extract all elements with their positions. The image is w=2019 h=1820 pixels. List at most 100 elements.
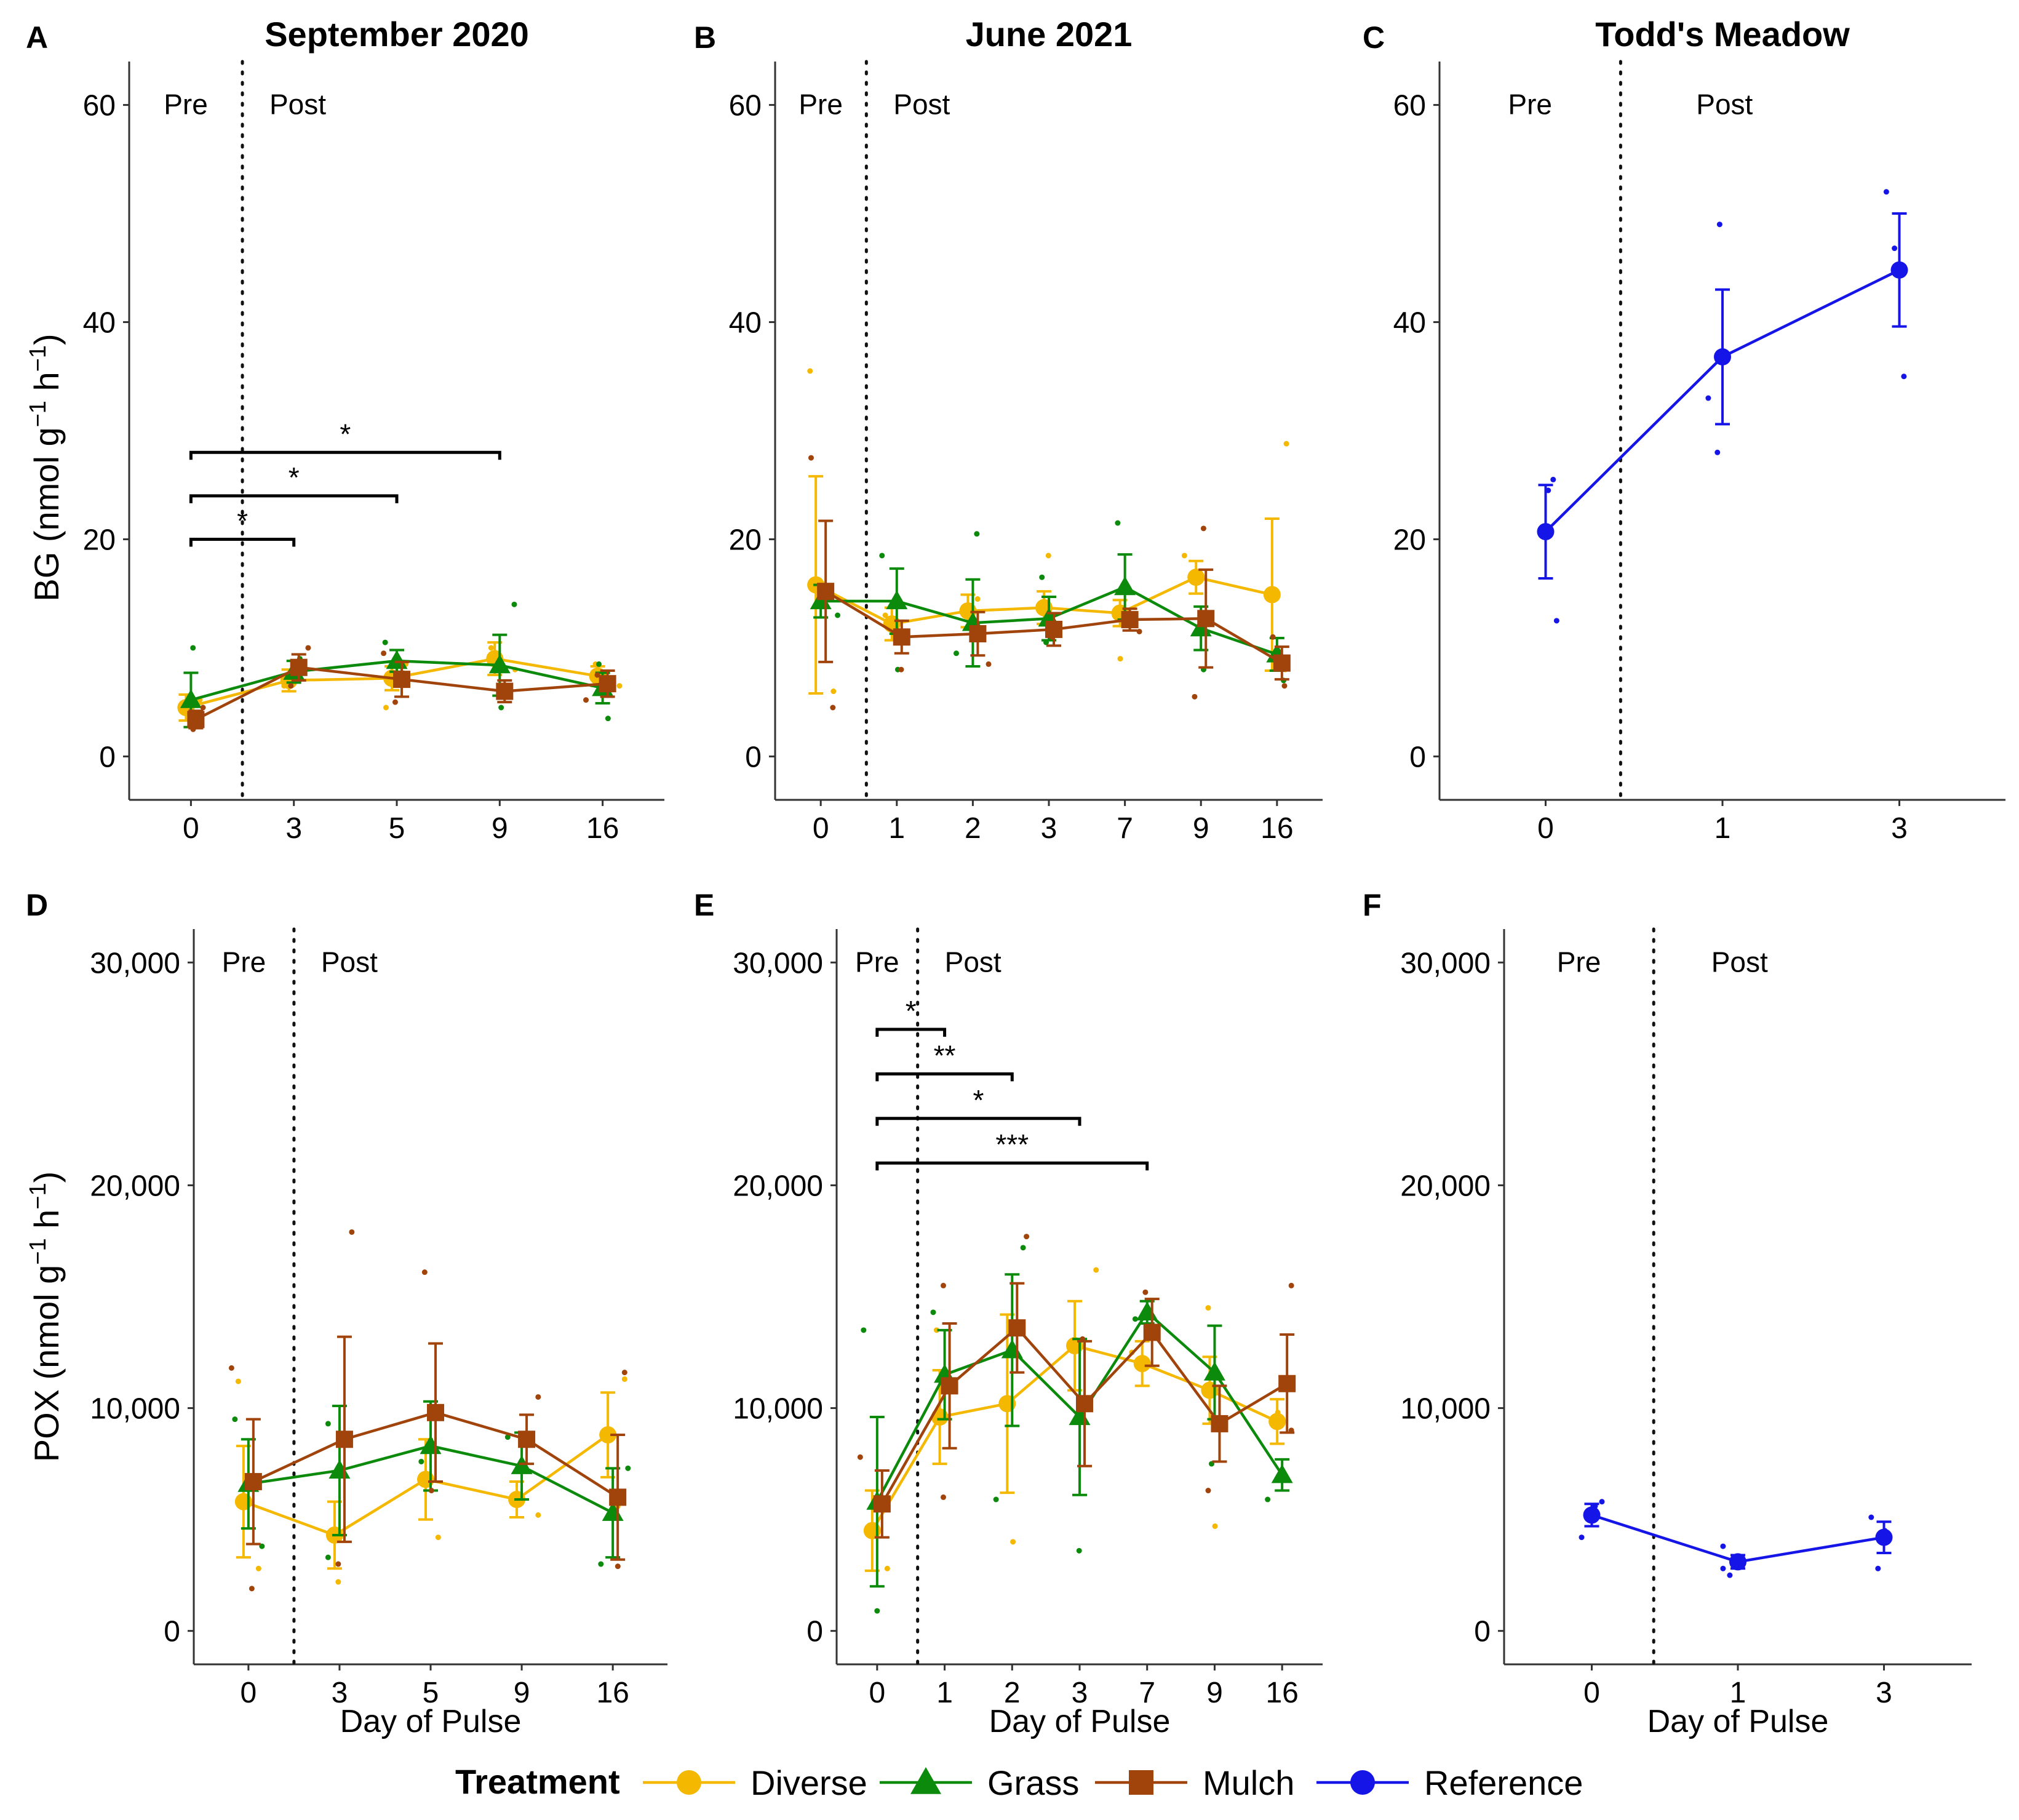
raw-point	[382, 639, 388, 645]
raw-point	[1720, 1543, 1726, 1549]
raw-point	[428, 1488, 434, 1494]
y-title-close: )	[27, 333, 66, 345]
panel-F: F 0 10,000 20,000 30,000 0 1 3 Day of Pulse Pre Po…	[1363, 888, 1972, 1739]
raw-point	[621, 1376, 627, 1382]
raw-point	[1901, 373, 1907, 380]
raw-point	[1117, 656, 1123, 662]
raw-point	[1281, 683, 1288, 689]
y-tick-label: 20,000	[1400, 1170, 1491, 1202]
significance-bracket	[875, 1117, 1081, 1126]
x-tick-label: 5	[389, 812, 405, 845]
legend-marker	[1129, 1770, 1153, 1795]
x-axis-title: Day of Pulse	[340, 1704, 522, 1739]
y-tick-label: 0	[1474, 1616, 1491, 1648]
mean-marker	[1045, 620, 1062, 638]
x-tick-label: 3	[1072, 1677, 1088, 1709]
series-reference	[1537, 189, 1908, 624]
series-mulch	[857, 1234, 1296, 1539]
mean-marker	[1114, 576, 1136, 596]
legend-item-grass: Grass	[880, 1763, 1079, 1802]
raw-point	[1550, 476, 1556, 482]
y-tick-label: 10,000	[733, 1393, 823, 1426]
mean-marker	[941, 1377, 958, 1395]
x-tick-label: 9	[514, 1677, 530, 1709]
panel-letter: F	[1363, 888, 1382, 922]
raw-point	[874, 1608, 880, 1614]
y-title-main: BG (nmol g	[27, 427, 66, 601]
raw-point	[249, 1586, 255, 1592]
raw-point	[898, 666, 904, 673]
post-label: Post	[269, 89, 326, 121]
raw-point	[255, 1565, 261, 1571]
x-tick-label: 0	[813, 812, 829, 845]
mean-marker	[1211, 1415, 1229, 1432]
panel-E: E 0 10,000 20,000 30,000 0 1 2 3 7 9 16 Day of Pulse…	[694, 888, 1323, 1739]
mean-marker	[427, 1403, 444, 1421]
significance-label: *	[973, 1084, 984, 1116]
raw-point	[535, 1512, 541, 1518]
mean-marker	[1001, 1339, 1023, 1359]
raw-point	[1093, 1267, 1099, 1273]
significance-bracket	[189, 494, 399, 503]
raw-point	[1115, 520, 1121, 526]
raw-point	[993, 1496, 999, 1503]
x-tick-label: 0	[869, 1677, 885, 1709]
raw-point	[1045, 553, 1051, 559]
y-tick-label: 20	[1393, 524, 1426, 556]
legend-label: Reference	[1424, 1763, 1583, 1802]
pre-label: Pre	[222, 946, 266, 978]
post-label: Post	[1711, 946, 1768, 978]
mean-marker	[1714, 348, 1731, 365]
significance-bracket	[189, 537, 296, 547]
legend: Treatment Diverse Grass Mulch Reference	[455, 1762, 1583, 1802]
mean-marker	[1273, 654, 1291, 672]
raw-point	[1181, 553, 1187, 559]
panel-letter: C	[1363, 20, 1385, 55]
x-tick-label: 16	[1265, 1677, 1298, 1709]
raw-point	[974, 531, 980, 537]
pre-label: Pre	[1508, 89, 1552, 121]
legend-title: Treatment	[455, 1762, 620, 1801]
mean-marker	[1268, 1413, 1286, 1431]
raw-point	[305, 645, 311, 651]
y-tick-label: 10,000	[90, 1393, 180, 1426]
mean-marker	[290, 658, 308, 676]
x-tick-label: 0	[240, 1677, 257, 1709]
raw-point	[1010, 1539, 1016, 1545]
legend-item-mulch: Mulch	[1095, 1763, 1294, 1802]
raw-point	[335, 1579, 341, 1585]
significance-bracket	[875, 1161, 1149, 1171]
raw-point	[1039, 574, 1045, 580]
y-tick-label: 20	[83, 524, 116, 556]
y-tick-label: 0	[164, 1616, 180, 1648]
pre-label: Pre	[1557, 946, 1601, 978]
y-tick-label: 40	[1393, 307, 1426, 340]
raw-point	[940, 1282, 946, 1288]
pre-label: Pre	[855, 946, 899, 978]
raw-point	[1024, 1234, 1030, 1240]
x-tick-label: 0	[183, 812, 199, 845]
raw-point	[381, 650, 387, 657]
y-tick-label: 20,000	[90, 1170, 180, 1202]
mean-marker	[1263, 586, 1281, 604]
mean-marker	[817, 583, 835, 601]
raw-point	[421, 1269, 428, 1275]
mean-marker	[1729, 1553, 1746, 1571]
raw-point	[1205, 1488, 1211, 1494]
y-tick-label: 30,000	[733, 947, 823, 980]
raw-point	[232, 1416, 238, 1423]
raw-point	[857, 1454, 863, 1460]
y-tick-label: 0	[99, 741, 116, 773]
raw-point	[1875, 1565, 1881, 1571]
x-tick-label: 3	[1876, 1677, 1892, 1709]
raw-point	[200, 704, 206, 711]
x-tick-label: 2	[1004, 1677, 1021, 1709]
y-tick-label: 30,000	[90, 947, 180, 980]
raw-point	[625, 1465, 631, 1471]
post-label: Post	[1696, 89, 1753, 121]
series-grass	[810, 520, 1288, 684]
raw-point	[1868, 1514, 1874, 1520]
panel-letter: A	[26, 20, 48, 55]
raw-point	[1020, 1245, 1026, 1251]
